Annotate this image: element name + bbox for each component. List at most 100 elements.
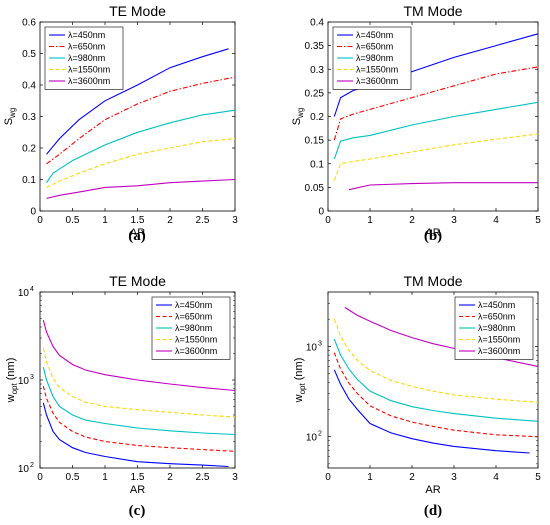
x-tick-label: 1: [367, 472, 373, 483]
y-tick-base: 10: [306, 433, 318, 444]
legend-label-2: λ=980nm: [175, 323, 212, 333]
x-tick-label: 0.5: [66, 472, 80, 483]
legend-label-1: λ=650nm: [68, 42, 105, 52]
series-line-0: [42, 402, 229, 468]
y-tick-exponent: 2: [30, 462, 34, 469]
y-axis-label-subscript: wg: [296, 108, 305, 119]
y-tick-base: 10: [18, 464, 30, 475]
x-tick-label: 3: [232, 215, 238, 226]
legend-label-3: λ=1550nm: [356, 65, 398, 75]
legend-label-0: λ=450nm: [175, 300, 212, 310]
y-axis-label-subscript: wg: [8, 108, 17, 119]
legend-label-3: λ=1550nm: [478, 335, 520, 345]
y-tick-label: 0.15: [305, 136, 325, 147]
legend-label-0: λ=450nm: [356, 30, 393, 40]
x-axis-label: AR: [130, 227, 145, 239]
x-tick-label: 0: [325, 215, 331, 226]
x-tick-label: 2: [167, 472, 173, 483]
series-line-1: [42, 386, 236, 452]
y-tick-label: 0.05: [305, 183, 325, 194]
x-tick-label: 5: [535, 472, 541, 483]
y-axis-label-main: w: [5, 394, 17, 403]
series-line-2: [333, 101, 539, 160]
y-tick-base: 10: [18, 376, 30, 387]
legend-label-4: λ=3600nm: [175, 346, 217, 356]
y-axis-label-main: w: [293, 394, 305, 403]
chart-title: TM Mode: [403, 3, 462, 19]
x-tick-label: 1.5: [131, 215, 145, 226]
x-tick-label: 0: [325, 472, 331, 483]
legend-label-2: λ=980nm: [478, 323, 515, 333]
y-tick-label: 10: [18, 376, 30, 387]
x-tick-label: 1: [102, 215, 108, 226]
y-tick-label: 0.3: [22, 112, 36, 123]
legend-label-0: λ=450nm: [68, 30, 105, 40]
series-line-4: [348, 182, 538, 191]
y-tick-label: 0.25: [305, 88, 325, 99]
y-tick-label: 10: [306, 342, 318, 353]
y-axis-label-main: S: [3, 118, 15, 125]
y-tick-label: 0.2: [22, 144, 36, 155]
y-tick-base: 10: [18, 288, 30, 299]
chart-panel-a: TE Mode 0 0.5 1 1.5 2 2.5 3 0 0.1 0.2 0.3 0.4 0.5 0.6 A…: [3, 3, 238, 244]
x-tick-label: 3: [451, 472, 457, 483]
y-axis-label-subscript: opt: [298, 383, 307, 395]
x-tick-label: 4: [493, 472, 499, 483]
y-tick-label: 0: [30, 207, 36, 218]
y-axis-label: wopt (nm): [293, 358, 307, 404]
y-axis-label-subscript: opt: [10, 383, 19, 395]
y-tick-label: 0.1: [22, 175, 36, 186]
series-line-1: [333, 352, 539, 438]
x-tick-label: 3: [451, 215, 457, 226]
y-axis-label-unit: (nm): [293, 358, 305, 384]
series-line-3: [333, 319, 539, 403]
series-line-3: [46, 138, 236, 188]
y-tick-label: 0.4: [310, 18, 324, 29]
x-tick-label: 2.5: [196, 472, 210, 483]
series-line-2: [46, 109, 236, 184]
y-tick-label: 0.5: [22, 49, 36, 60]
series-line-1: [333, 66, 539, 141]
chart-title: TE Mode: [109, 3, 166, 19]
y-axis-label: wopt (nm): [5, 358, 19, 404]
y-axis-label-main: S: [291, 118, 303, 125]
panel-caption: (a): [128, 228, 146, 244]
y-tick-label: 0.6: [22, 18, 36, 29]
chart-title: TE Mode: [109, 273, 166, 289]
x-axis-label: AR: [130, 484, 145, 496]
series-line-2: [333, 338, 539, 422]
y-tick-label: 10: [18, 464, 30, 475]
y-axis-label: Swg: [3, 108, 17, 126]
series-line-2: [42, 366, 236, 436]
series-line-0: [46, 48, 229, 155]
y-tick-label: 0.3: [310, 65, 324, 76]
chart-panel-b: TM Mode 0 1 2 3 4 5 0 0.05 0.1 0.15 0.2 0.25 0.3 0.35 0…: [291, 3, 541, 244]
x-tick-label: 4: [493, 215, 499, 226]
series-line-0: [333, 369, 530, 454]
legend-label-2: λ=980nm: [68, 53, 105, 63]
x-tick-label: 1: [367, 215, 373, 226]
legend-label-1: λ=650nm: [478, 312, 515, 322]
y-tick-label: 0.4: [22, 81, 36, 92]
y-tick-label: 0.35: [305, 41, 325, 52]
legend-label-0: λ=450nm: [478, 300, 515, 310]
x-tick-label: 0: [37, 472, 43, 483]
x-tick-label: 2.5: [196, 215, 210, 226]
legend-label-4: λ=3600nm: [356, 76, 398, 86]
y-tick-exponent: 3: [30, 374, 34, 381]
y-tick-exponent: 2: [318, 431, 322, 438]
y-tick-exponent: 3: [318, 340, 322, 347]
x-tick-label: 2: [409, 472, 415, 483]
y-tick-label: 10: [306, 433, 318, 444]
x-tick-label: 5: [535, 215, 541, 226]
y-tick-label: 0: [318, 207, 324, 218]
series-line-4: [42, 319, 236, 392]
x-tick-label: 2: [409, 215, 415, 226]
legend-label-3: λ=1550nm: [68, 65, 110, 75]
y-tick-label: 0.2: [310, 112, 324, 123]
